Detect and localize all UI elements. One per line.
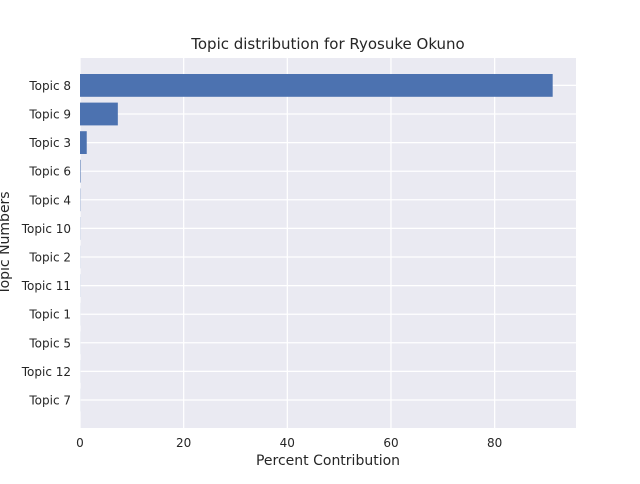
y-tick-label: Topic 3 [28, 136, 71, 150]
y-tick-label: Topic 1 [28, 308, 71, 322]
y-tick-label: Topic 5 [28, 336, 71, 350]
y-tick-label: Topic 2 [28, 251, 71, 265]
bar [80, 74, 553, 97]
y-tick-label: Topic 10 [21, 222, 71, 236]
y-axis-label: Topic Numbers [0, 191, 13, 295]
x-axis-label: Percent Contribution [256, 453, 400, 469]
y-tick-label: Topic 4 [28, 193, 71, 207]
y-tick-label: Topic 12 [21, 365, 71, 379]
x-tick-label: 40 [280, 436, 295, 450]
x-tick-label: 0 [76, 436, 84, 450]
bar [80, 103, 118, 126]
y-tick-label: Topic 11 [21, 279, 71, 293]
bar [80, 160, 81, 183]
bar [80, 131, 87, 154]
chart-title: Topic distribution for Ryosuke Okuno [190, 35, 465, 53]
y-tick-labels: Topic 8 Topic 9 Topic 3 Topic 6 Topic 4 Topic… [21, 79, 71, 408]
y-tick-label: Topic 9 [28, 108, 71, 122]
x-tick-labels: 0 20 40 60 80 [76, 436, 502, 450]
y-tick-label: Topic 8 [28, 79, 71, 93]
y-tick-label: Topic 7 [28, 394, 71, 408]
x-tick-label: 20 [176, 436, 191, 450]
y-tick-label: Topic 6 [28, 165, 71, 179]
x-tick-label: 60 [383, 436, 398, 450]
x-tick-label: 80 [487, 436, 502, 450]
